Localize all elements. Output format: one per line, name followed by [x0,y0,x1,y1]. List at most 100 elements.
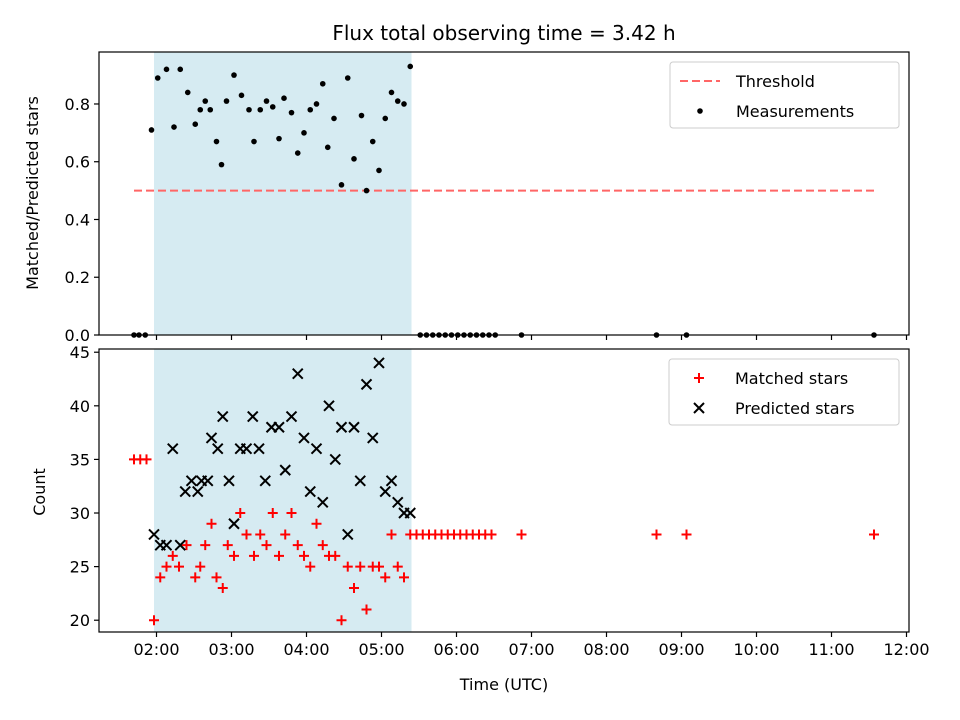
bottom-y-axis-label: Count [30,468,49,516]
predicted-star-point [174,539,186,551]
measurement-point [251,138,257,145]
measurement-point [369,138,376,145]
predicted-star-point [323,400,335,412]
measurement-point [388,89,395,96]
measurement-point [338,182,345,188]
matched-star-point [342,561,353,572]
predicted-star-point [179,485,191,498]
matched-star-point [267,508,278,519]
measurement-point [154,75,161,81]
measurement-point [184,89,191,96]
predicted-star-point [160,539,173,551]
measurement-point [344,75,351,81]
matched-star-point [174,561,184,572]
legend-matched-swatch [694,373,704,383]
predicted-star-point [259,475,271,487]
predicted-star-point [310,442,323,455]
predicted-star-point [273,421,285,433]
matched-star-point [305,561,316,572]
measurement-point [192,121,199,127]
measurement-point [382,115,389,122]
predicted-star-point [342,528,354,541]
matched-star-point [249,550,259,561]
measurement-point [407,63,414,70]
y-tick-label: 0.2 [65,268,90,287]
matched-star-point [361,604,372,615]
predicted-star-point [335,421,348,433]
measurement-point [263,98,270,104]
matched-star-point [392,561,403,572]
matched-star-point [681,529,692,540]
predicted-star-point [329,453,341,466]
measurement-point [358,112,365,119]
matched-star-point [141,454,152,465]
matched-star-point [292,540,303,551]
measurement-point [171,124,177,130]
matched-star-point [149,615,159,626]
legend-entry-label: Matched stars [735,369,848,388]
predicted-star-point [253,442,265,455]
matched-star-point [651,529,662,540]
measurement-point [223,98,230,104]
matched-star-point [399,572,409,583]
legend-entry-label: Predicted stars [735,399,855,418]
predicted-star-point [392,496,404,508]
matched-star-point [206,518,217,529]
predicted-star-point [223,475,235,487]
bottom-series-layer [129,357,879,626]
x-tick-label: 04:00 [283,640,329,659]
measurement-point [231,72,237,78]
measurement-point [363,187,370,194]
matched-star-point [286,508,297,519]
measurement-point [288,109,295,116]
matched-star-point [299,550,309,561]
matched-star-point [155,572,166,583]
y-tick-label: 40 [70,397,90,416]
predicted-star-point [404,507,416,519]
chart-title: Flux total observing time = 3.42 h [332,21,675,45]
matched-star-point [241,529,252,540]
bottom-y-ticks: 20 25 30 35 40 45 [70,343,99,630]
predicted-star-point [212,442,224,455]
measurement-point [319,80,326,87]
measurement-point [177,66,184,73]
predicted-star-point [373,357,385,369]
x-tick-label: 07:00 [508,640,554,659]
bottom-axes-frame [98,348,910,633]
predicted-star-point [148,528,160,541]
matched-star-point [235,508,246,519]
matched-star-point [380,572,391,583]
y-tick-label: 0.6 [65,153,90,172]
top-panel: 0.00.20.40.60.8 Matched/Predicted stars … [23,51,910,345]
matched-star-point [255,529,266,540]
top-axes-frame [98,51,910,336]
y-tick-label: 45 [70,343,90,362]
measurement-point [301,130,307,136]
predicted-star-point [304,485,316,498]
measurement-point [351,156,357,162]
predicted-star-point [385,475,398,487]
matched-star-point [869,529,879,540]
measurement-point [238,92,245,99]
y-tick-label: 0.8 [65,95,90,114]
matched-star-point [167,550,178,561]
matched-star-point [161,561,172,572]
predicted-star-point [298,432,310,444]
matched-star-point [311,518,322,529]
predicted-star-point [228,518,240,530]
matched-star-point [336,615,347,626]
measurement-point [324,144,331,151]
measurement-point [307,106,314,113]
top-series-layer [131,63,877,338]
legend-entry-label: Measurements [736,102,854,121]
measurement-point [207,106,214,113]
predicted-star-point [202,475,214,487]
x-tick-label: 11:00 [808,640,854,659]
predicted-star-point [292,367,304,380]
y-tick-label: 25 [70,558,90,577]
predicted-star-point [360,378,373,391]
predicted-star-point [354,475,366,487]
measurement-point [246,106,252,113]
measurement-point [376,167,382,174]
bottom-panel: 02:00 03:00 04:00 05:00 06:00 07:00 08:00 09:00… [30,343,930,694]
